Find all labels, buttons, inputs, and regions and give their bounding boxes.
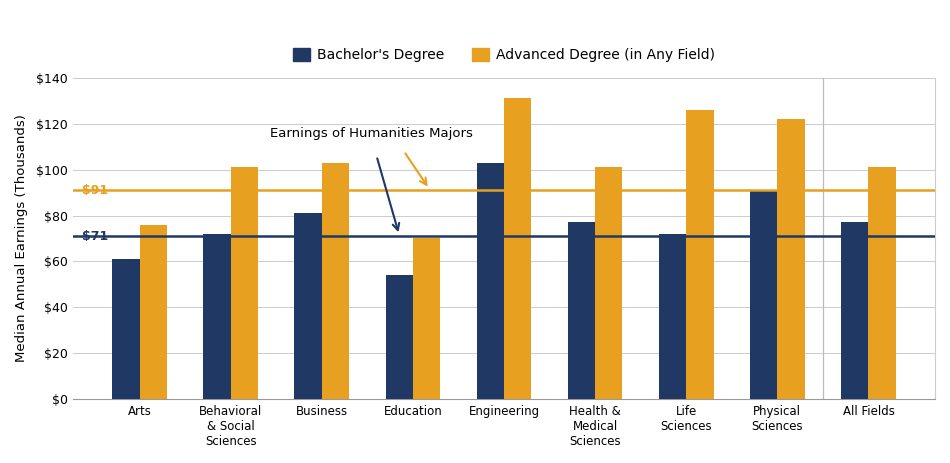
Bar xyxy=(203,234,231,400)
Bar xyxy=(868,167,896,400)
Text: Earnings of Humanities Majors: Earnings of Humanities Majors xyxy=(271,127,473,140)
Bar xyxy=(750,190,777,400)
Bar xyxy=(386,275,413,400)
Text: $71: $71 xyxy=(82,230,108,243)
Bar xyxy=(322,163,350,400)
Bar xyxy=(231,167,258,400)
Bar xyxy=(777,119,805,400)
Bar xyxy=(659,234,686,400)
Bar xyxy=(413,238,440,400)
Y-axis label: Median Annual Earnings (Thousands): Median Annual Earnings (Thousands) xyxy=(15,114,28,363)
Bar xyxy=(595,167,622,400)
Bar xyxy=(477,163,504,400)
Bar xyxy=(294,213,322,400)
Bar xyxy=(112,259,140,400)
Bar xyxy=(140,225,167,400)
Bar xyxy=(841,222,868,400)
Bar xyxy=(686,110,713,400)
Bar xyxy=(504,98,531,400)
Text: $91: $91 xyxy=(82,184,107,197)
Bar xyxy=(568,222,595,400)
Legend: Bachelor's Degree, Advanced Degree (in Any Field): Bachelor's Degree, Advanced Degree (in A… xyxy=(288,43,720,68)
